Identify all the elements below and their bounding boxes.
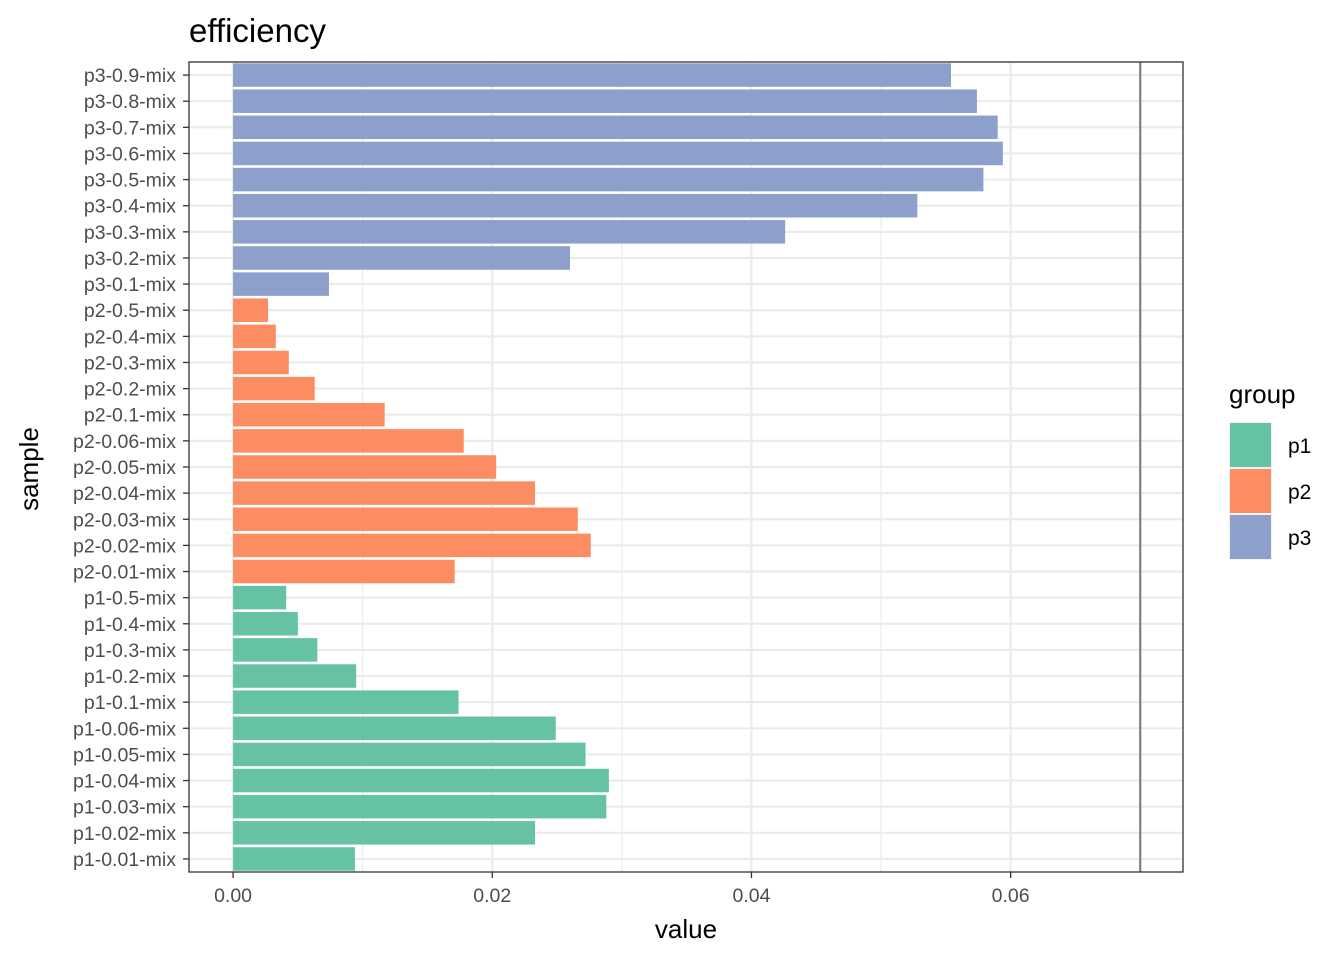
y-tick-label: p1-0.05-mix bbox=[73, 744, 176, 766]
y-tick-label: p3-0.7-mix bbox=[84, 117, 176, 139]
y-tick-label: p2-0.5-mix bbox=[84, 300, 176, 322]
bar-p1-0.05-mix bbox=[233, 742, 586, 767]
x-axis-title: value bbox=[655, 914, 717, 944]
y-tick-label: p2-0.02-mix bbox=[73, 535, 176, 557]
bar-p1-0.01-mix bbox=[233, 847, 355, 871]
bar-p1-0.02-mix bbox=[233, 821, 536, 845]
legend-label-p2: p2 bbox=[1288, 481, 1311, 504]
legend-swatch-p2 bbox=[1230, 469, 1271, 513]
bar-p3-0.1-mix bbox=[233, 272, 329, 296]
y-tick-label: p2-0.05-mix bbox=[73, 457, 176, 479]
y-tick-label: p1-0.1-mix bbox=[84, 692, 176, 714]
bar-p2-0.5-mix bbox=[233, 298, 269, 322]
y-tick-label: p3-0.3-mix bbox=[84, 222, 176, 244]
y-axis-title: sample bbox=[14, 427, 44, 511]
bar-p2-0.03-mix bbox=[233, 507, 578, 532]
legend: group p1 p2 p3 bbox=[1229, 379, 1311, 560]
y-tick-label: p3-0.9-mix bbox=[84, 65, 176, 87]
bar-p3-0.4-mix bbox=[233, 193, 918, 218]
bar-p1-0.4-mix bbox=[233, 612, 298, 636]
bar-p2-0.4-mix bbox=[233, 324, 276, 349]
bar-p2-0.04-mix bbox=[233, 481, 536, 505]
legend-swatch-p1 bbox=[1230, 423, 1271, 467]
bar-p1-0.03-mix bbox=[233, 794, 607, 819]
legend-title: group bbox=[1229, 379, 1296, 409]
y-tick-label: p3-0.6-mix bbox=[84, 143, 176, 165]
y-tick-label: p3-0.1-mix bbox=[84, 274, 176, 296]
y-tick-label: p2-0.03-mix bbox=[73, 509, 176, 531]
bar-p2-0.06-mix bbox=[233, 429, 464, 453]
y-tick-label: p2-0.1-mix bbox=[84, 405, 176, 427]
y-tick-label: p1-0.04-mix bbox=[73, 771, 176, 793]
y-tick-label: p1-0.03-mix bbox=[73, 797, 176, 819]
plot-area: p1-0.01-mix p1-0.02-mix p1-0.03-mix p1-0.04… bbox=[73, 61, 1184, 907]
legend-label-p1: p1 bbox=[1288, 435, 1311, 458]
y-tick-label: p2-0.4-mix bbox=[84, 326, 176, 348]
x-tick-label: 0.02 bbox=[473, 885, 511, 907]
x-tick-label: 0.06 bbox=[992, 885, 1030, 907]
y-tick-label: p1-0.4-mix bbox=[84, 614, 176, 636]
bar-p3-0.3-mix bbox=[233, 220, 786, 244]
bar-p3-0.6-mix bbox=[233, 141, 1003, 166]
y-tick-label: p1-0.02-mix bbox=[73, 823, 176, 845]
legend-swatch-p3 bbox=[1230, 515, 1271, 559]
bar-p1-0.2-mix bbox=[233, 664, 357, 688]
bar-p1-0.3-mix bbox=[233, 638, 318, 662]
bar-p1-0.04-mix bbox=[233, 768, 609, 793]
bar-p2-0.05-mix bbox=[233, 455, 497, 479]
bar-p2-0.02-mix bbox=[233, 533, 591, 558]
y-tick-label: p1-0.2-mix bbox=[84, 666, 176, 688]
y-tick-label: p1-0.06-mix bbox=[73, 718, 176, 740]
chart-title: efficiency bbox=[189, 12, 326, 49]
bar-p3-0.8-mix bbox=[233, 89, 977, 113]
bar-p2-0.3-mix bbox=[233, 350, 289, 375]
y-tick-label: p3-0.8-mix bbox=[84, 91, 176, 113]
bar-p3-0.2-mix bbox=[233, 246, 571, 270]
y-tick-label: p3-0.5-mix bbox=[84, 170, 176, 192]
x-tick-label: 0.00 bbox=[214, 885, 252, 907]
bar-p1-0.1-mix bbox=[233, 690, 459, 714]
x-tick-label: 0.04 bbox=[732, 885, 770, 907]
bar-p2-0.01-mix bbox=[233, 559, 455, 584]
y-tick-label: p1-0.5-mix bbox=[84, 588, 176, 610]
bar-p3-0.9-mix bbox=[233, 63, 952, 87]
bar-p1-0.5-mix bbox=[233, 585, 287, 610]
bar-p3-0.7-mix bbox=[233, 115, 998, 140]
y-tick-label: p1-0.01-mix bbox=[73, 849, 176, 871]
y-tick-label: p2-0.2-mix bbox=[84, 379, 176, 401]
legend-label-p3: p3 bbox=[1288, 527, 1311, 550]
bar-p1-0.06-mix bbox=[233, 716, 556, 741]
y-tick-label: p1-0.3-mix bbox=[84, 640, 176, 662]
y-tick-label: p3-0.4-mix bbox=[84, 196, 176, 218]
y-tick-label: p2-0.06-mix bbox=[73, 431, 176, 453]
y-tick-label: p2-0.01-mix bbox=[73, 562, 176, 584]
y-tick-label: p2-0.04-mix bbox=[73, 483, 176, 505]
bar-p3-0.5-mix bbox=[233, 167, 984, 192]
bar-p2-0.1-mix bbox=[233, 402, 385, 427]
y-tick-label: p3-0.2-mix bbox=[84, 248, 176, 270]
y-tick-label: p2-0.3-mix bbox=[84, 352, 176, 374]
bar-p2-0.2-mix bbox=[233, 376, 315, 401]
